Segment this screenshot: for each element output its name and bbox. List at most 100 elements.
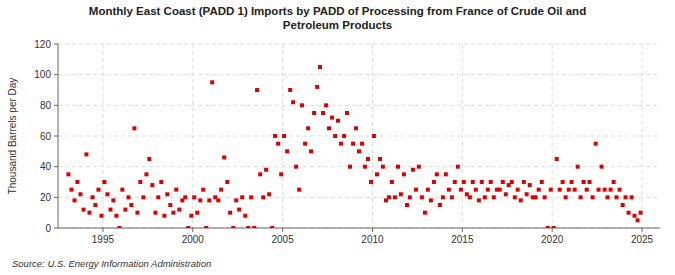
point	[579, 195, 583, 199]
point	[399, 192, 403, 196]
point	[189, 214, 193, 218]
point	[555, 157, 559, 161]
point	[369, 180, 373, 184]
point	[636, 218, 640, 222]
point	[96, 188, 100, 192]
point	[150, 183, 154, 187]
point	[570, 180, 574, 184]
point	[324, 103, 328, 107]
point	[234, 198, 238, 202]
point	[327, 126, 331, 130]
point	[411, 168, 415, 172]
point	[396, 165, 400, 169]
x-tick	[642, 228, 643, 232]
point	[120, 188, 124, 192]
point	[345, 111, 349, 115]
point	[192, 195, 196, 199]
point	[564, 195, 568, 199]
x-tick	[372, 228, 373, 232]
point	[321, 111, 325, 115]
point	[627, 211, 631, 215]
point	[513, 195, 517, 199]
point	[144, 172, 148, 176]
point	[435, 172, 439, 176]
x-tick-label: 2000	[182, 234, 205, 245]
point	[162, 214, 166, 218]
point	[303, 142, 307, 146]
point	[528, 183, 532, 187]
point	[342, 134, 346, 138]
x-tick-label: 2010	[361, 234, 384, 245]
point	[444, 172, 448, 176]
point	[375, 172, 379, 176]
point	[474, 188, 478, 192]
point	[468, 195, 472, 199]
point	[417, 165, 421, 169]
grid-line-y	[58, 166, 660, 167]
point	[156, 195, 160, 199]
point	[219, 188, 223, 192]
point	[99, 214, 103, 218]
point	[522, 180, 526, 184]
point	[306, 126, 310, 130]
point	[222, 155, 226, 159]
grid-line-y	[58, 197, 660, 198]
point	[141, 195, 145, 199]
grid-line-y	[58, 136, 660, 137]
point	[228, 211, 232, 215]
point	[273, 134, 277, 138]
y-axis-label: Thousand Barrels per Day	[7, 78, 18, 195]
point	[297, 188, 301, 192]
point	[519, 198, 523, 202]
point	[381, 165, 385, 169]
point	[105, 192, 109, 196]
x-tick-label: 1995	[92, 234, 115, 245]
point	[237, 208, 241, 212]
point	[174, 188, 178, 192]
point	[351, 142, 355, 146]
point	[201, 188, 205, 192]
point	[267, 192, 271, 196]
point	[552, 226, 556, 228]
point	[255, 88, 259, 92]
grid-line-x	[552, 44, 553, 228]
point	[450, 195, 454, 199]
point	[600, 165, 604, 169]
point	[576, 165, 580, 169]
point	[129, 203, 133, 207]
y-tick-label: 60	[40, 131, 52, 142]
point	[567, 188, 571, 192]
point	[111, 198, 115, 202]
point	[91, 195, 95, 199]
point	[264, 168, 268, 172]
point	[492, 195, 496, 199]
x-tick	[552, 228, 553, 232]
grid-line-y	[58, 74, 660, 75]
point	[534, 195, 538, 199]
point	[243, 214, 247, 218]
point	[66, 172, 70, 176]
point	[591, 195, 595, 199]
point	[573, 188, 577, 192]
point	[471, 180, 475, 184]
grid-line-x	[642, 44, 643, 228]
point	[420, 195, 424, 199]
point	[333, 134, 337, 138]
point	[285, 149, 289, 153]
point	[186, 226, 190, 228]
point	[516, 188, 520, 192]
point	[549, 188, 553, 192]
point	[339, 142, 343, 146]
point	[447, 188, 451, 192]
point	[240, 195, 244, 199]
point	[429, 198, 433, 202]
point	[510, 180, 514, 184]
y-tick	[54, 44, 58, 45]
grid-line-y	[58, 105, 660, 106]
point	[615, 195, 619, 199]
point	[252, 226, 256, 228]
x-tick-label: 2025	[631, 234, 654, 245]
points	[66, 65, 642, 228]
point	[318, 65, 322, 69]
point	[159, 180, 163, 184]
